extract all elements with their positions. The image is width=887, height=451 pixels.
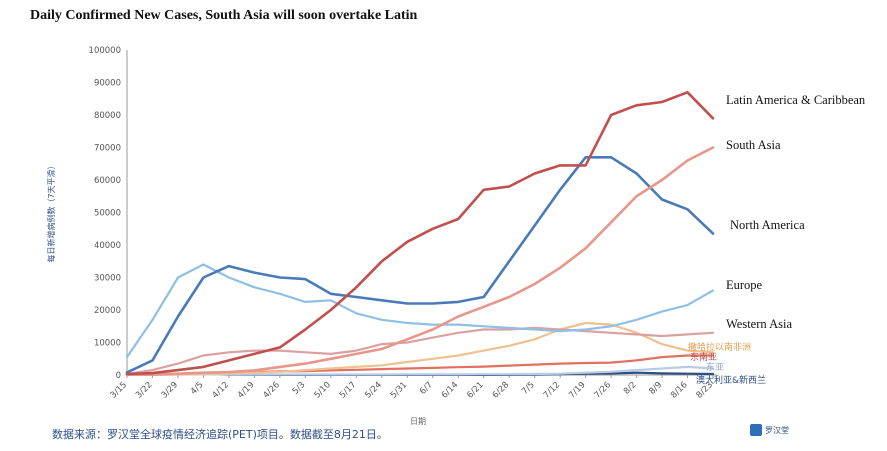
y-axis-label: 每日新增病例数（7天平滑） xyxy=(46,161,56,262)
x-tick-label: 7/5 xyxy=(520,380,537,397)
y-tick-label: 80000 xyxy=(94,111,121,121)
series-line xyxy=(125,321,715,376)
x-tick-label: 7/12 xyxy=(542,380,563,401)
y-tick-label: 10000 xyxy=(94,339,121,349)
x-tick-label: 5/24 xyxy=(363,380,384,401)
x-tick-label: 4/19 xyxy=(236,380,257,401)
series-line xyxy=(125,146,715,377)
series-annotation: Latin America & Caribbean xyxy=(726,93,866,107)
x-tick-label: 6/21 xyxy=(465,380,486,401)
x-tick-label: 3/15 xyxy=(109,380,130,401)
y-tick-label: 70000 xyxy=(94,144,121,154)
x-tick-label: 6/14 xyxy=(440,380,461,401)
series-annotation: Europe xyxy=(726,278,763,292)
y-tick-label: 0 xyxy=(116,371,121,381)
series-line xyxy=(125,263,715,359)
small-series-label: 东南亚 xyxy=(690,351,717,363)
series-line xyxy=(125,156,715,374)
logo-text: 罗汉堂 xyxy=(765,425,789,435)
y-tick-label: 100000 xyxy=(89,46,121,56)
x-tick-label: 8/9 xyxy=(647,380,664,397)
x-tick-label: 7/26 xyxy=(593,380,614,401)
x-tick-label: 5/31 xyxy=(389,380,410,401)
logo: 罗汉堂 xyxy=(750,424,789,436)
x-tick-label: 4/26 xyxy=(261,380,282,401)
chart-axes: 0 10000 20000 30000 40000 50000 60000 70000 8000… xyxy=(89,46,717,401)
x-tick-label: 5/10 xyxy=(312,380,333,401)
small-series-label: 东亚 xyxy=(706,361,724,373)
y-tick-label: 20000 xyxy=(94,306,121,316)
x-tick-label: 5/3 xyxy=(291,380,308,397)
series-annotation: Western Asia xyxy=(726,317,792,331)
series-annotation: North America xyxy=(730,218,805,232)
chart-title: Daily Confirmed New Cases, South Asia wi… xyxy=(30,8,418,23)
series-annotation: South Asia xyxy=(726,138,781,152)
series-line xyxy=(125,326,715,376)
x-axis-label: 日期 xyxy=(410,417,426,426)
x-tick-label: 6/7 xyxy=(418,380,435,397)
x-tick-label: 7/19 xyxy=(567,380,588,401)
x-tick-label: 6/28 xyxy=(491,380,512,401)
small-series-label: 撒哈拉以南非洲 xyxy=(688,341,751,353)
x-tick-label: 8/16 xyxy=(669,380,690,401)
y-tick-label: 90000 xyxy=(94,79,121,89)
y-tick-label: 30000 xyxy=(94,274,121,284)
small-series-label: 澳大利亚&新西兰 xyxy=(696,374,766,386)
x-tick-label: 8/2 xyxy=(622,380,639,397)
logo-icon xyxy=(750,424,762,436)
x-tick-label: 3/22 xyxy=(134,380,155,401)
series-annotations: Latin America & Caribbean South Asia North… xyxy=(688,93,866,386)
x-tick-label: 5/17 xyxy=(338,380,359,401)
y-tick-label: 40000 xyxy=(94,241,121,251)
x-tick-label: 3/29 xyxy=(160,380,181,401)
series-lines xyxy=(125,91,715,377)
y-tick-label: 50000 xyxy=(94,209,121,219)
x-tick-label: 4/12 xyxy=(210,380,231,401)
source-note: 数据来源：罗汉堂全球疫情经济追踪(PET)项目。数据截至8月21日。 xyxy=(52,428,388,441)
y-tick-label: 60000 xyxy=(94,176,121,186)
series-line xyxy=(125,91,715,376)
x-tick-label: 4/5 xyxy=(189,380,206,397)
